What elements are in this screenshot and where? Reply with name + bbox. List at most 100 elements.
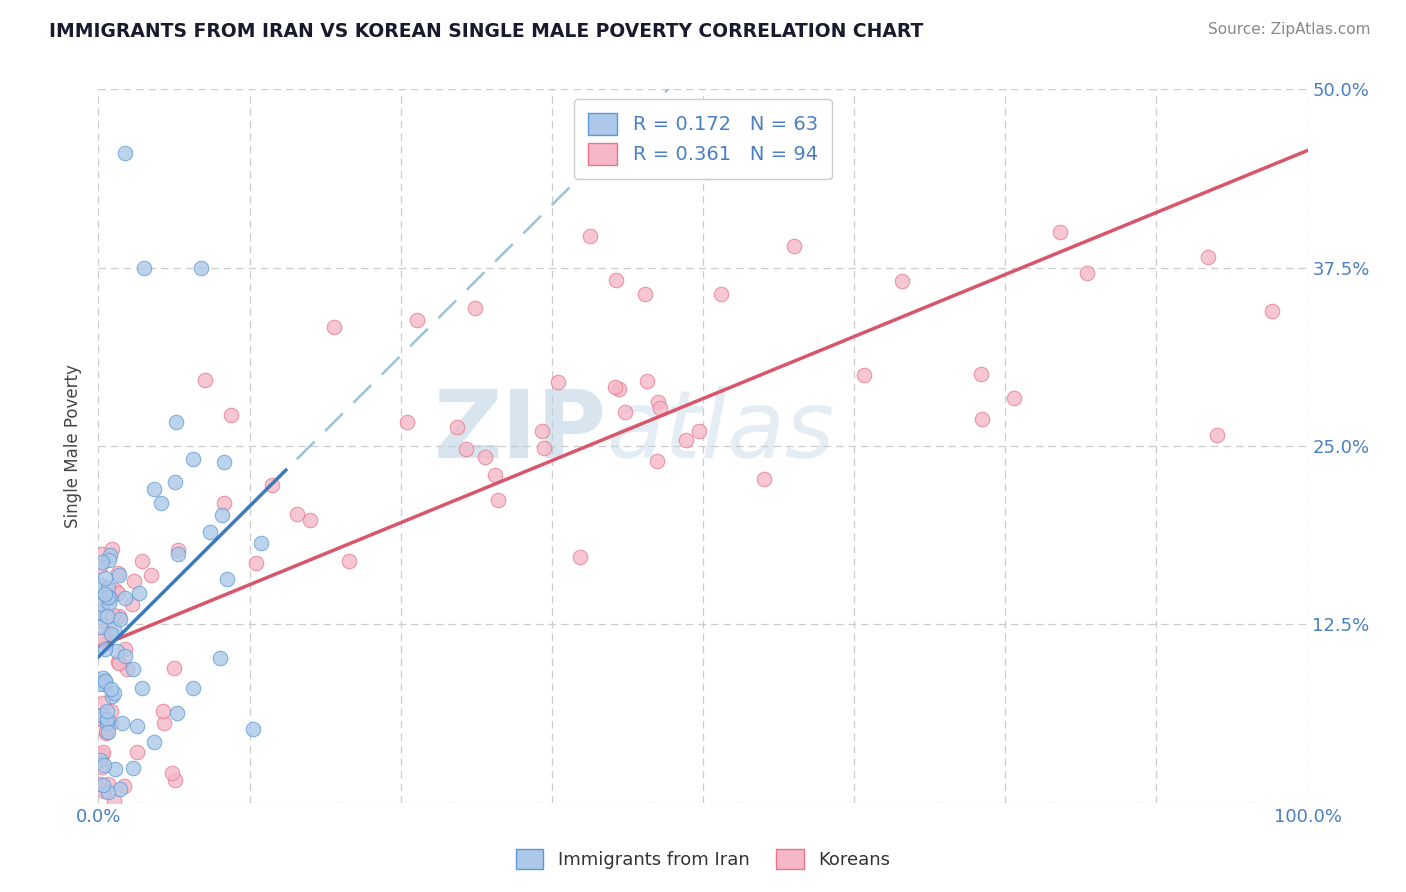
Point [530, 424, 553, 438]
Legend: R = 0.172   N = 63, R = 0.361   N = 94: R = 0.172 N = 63, R = 0.361 N = 94 [575, 99, 831, 178]
Point [153, 715, 176, 730]
Point [89, 753, 111, 767]
Point [474, 450, 496, 465]
Point [91, 778, 114, 792]
Point [91, 712, 114, 726]
Point [219, 409, 242, 423]
Text: ZIP: ZIP [433, 385, 606, 478]
Point [107, 567, 129, 582]
Point [181, 681, 204, 695]
Point [134, 260, 156, 275]
Text: Source: ZipAtlas.com: Source: ZipAtlas.com [1208, 22, 1371, 37]
Point [97, 777, 120, 791]
Point [579, 229, 602, 244]
Point [98, 548, 121, 562]
Point [1002, 391, 1025, 405]
Point [91, 674, 114, 689]
Point [124, 574, 146, 588]
Point [163, 773, 186, 788]
Point [181, 452, 204, 467]
Point [89, 777, 111, 791]
Point [100, 542, 122, 557]
Point [285, 507, 308, 521]
Point [89, 559, 111, 574]
Point [93, 671, 115, 685]
Point [107, 608, 129, 623]
Point [167, 542, 190, 557]
Point [337, 554, 360, 568]
Point [190, 260, 212, 275]
Point [114, 146, 136, 161]
Point [970, 412, 993, 426]
Point [108, 657, 131, 671]
Point [127, 746, 149, 760]
Point [782, 239, 804, 253]
Point [122, 761, 145, 775]
Point [100, 715, 122, 730]
Point [93, 587, 115, 601]
Point [100, 626, 122, 640]
Point [166, 547, 188, 561]
Point [97, 590, 120, 604]
Point [91, 598, 114, 612]
Point [696, 165, 718, 179]
Point [165, 475, 187, 489]
Point [96, 713, 118, 727]
Point [104, 582, 127, 597]
Point [647, 395, 669, 409]
Point [94, 723, 117, 738]
Point [143, 482, 166, 496]
Point [103, 608, 125, 623]
Point [165, 415, 187, 429]
Point [89, 620, 111, 634]
Point [484, 468, 506, 483]
Point [163, 661, 186, 675]
Point [212, 455, 235, 469]
Point [90, 712, 112, 726]
Point [114, 648, 136, 663]
Point [200, 524, 222, 539]
Point [94, 571, 117, 585]
Point [636, 375, 658, 389]
Point [131, 681, 153, 695]
Point [710, 286, 733, 301]
Point [90, 759, 112, 773]
Point [970, 368, 993, 382]
Point [89, 578, 111, 592]
Point [486, 492, 509, 507]
Point [645, 454, 668, 468]
Point [212, 496, 235, 510]
Point [105, 643, 128, 657]
Point [94, 641, 117, 656]
Point [298, 513, 321, 527]
Point [547, 375, 569, 389]
Legend: Immigrants from Iran, Koreans: Immigrants from Iran, Koreans [508, 839, 898, 879]
Point [91, 597, 114, 611]
Point [533, 442, 555, 456]
Point [107, 656, 129, 670]
Point [96, 635, 118, 649]
Point [249, 535, 271, 549]
Point [890, 274, 912, 288]
Point [107, 566, 129, 580]
Point [96, 608, 118, 623]
Point [603, 380, 626, 394]
Point [1260, 304, 1282, 318]
Point [245, 556, 267, 570]
Point [852, 368, 875, 382]
Point [121, 598, 143, 612]
Point [89, 677, 111, 691]
Point [97, 724, 120, 739]
Point [91, 748, 114, 763]
Y-axis label: Single Male Poverty: Single Male Poverty [65, 364, 83, 528]
Text: IMMIGRANTS FROM IRAN VS KOREAN SINGLE MALE POVERTY CORRELATION CHART: IMMIGRANTS FROM IRAN VS KOREAN SINGLE MA… [49, 22, 924, 41]
Point [395, 416, 418, 430]
Point [89, 605, 111, 619]
Point [569, 550, 592, 565]
Point [194, 373, 217, 387]
Point [211, 508, 233, 522]
Point [456, 442, 478, 456]
Point [103, 794, 125, 808]
Point [166, 706, 188, 721]
Point [103, 623, 125, 637]
